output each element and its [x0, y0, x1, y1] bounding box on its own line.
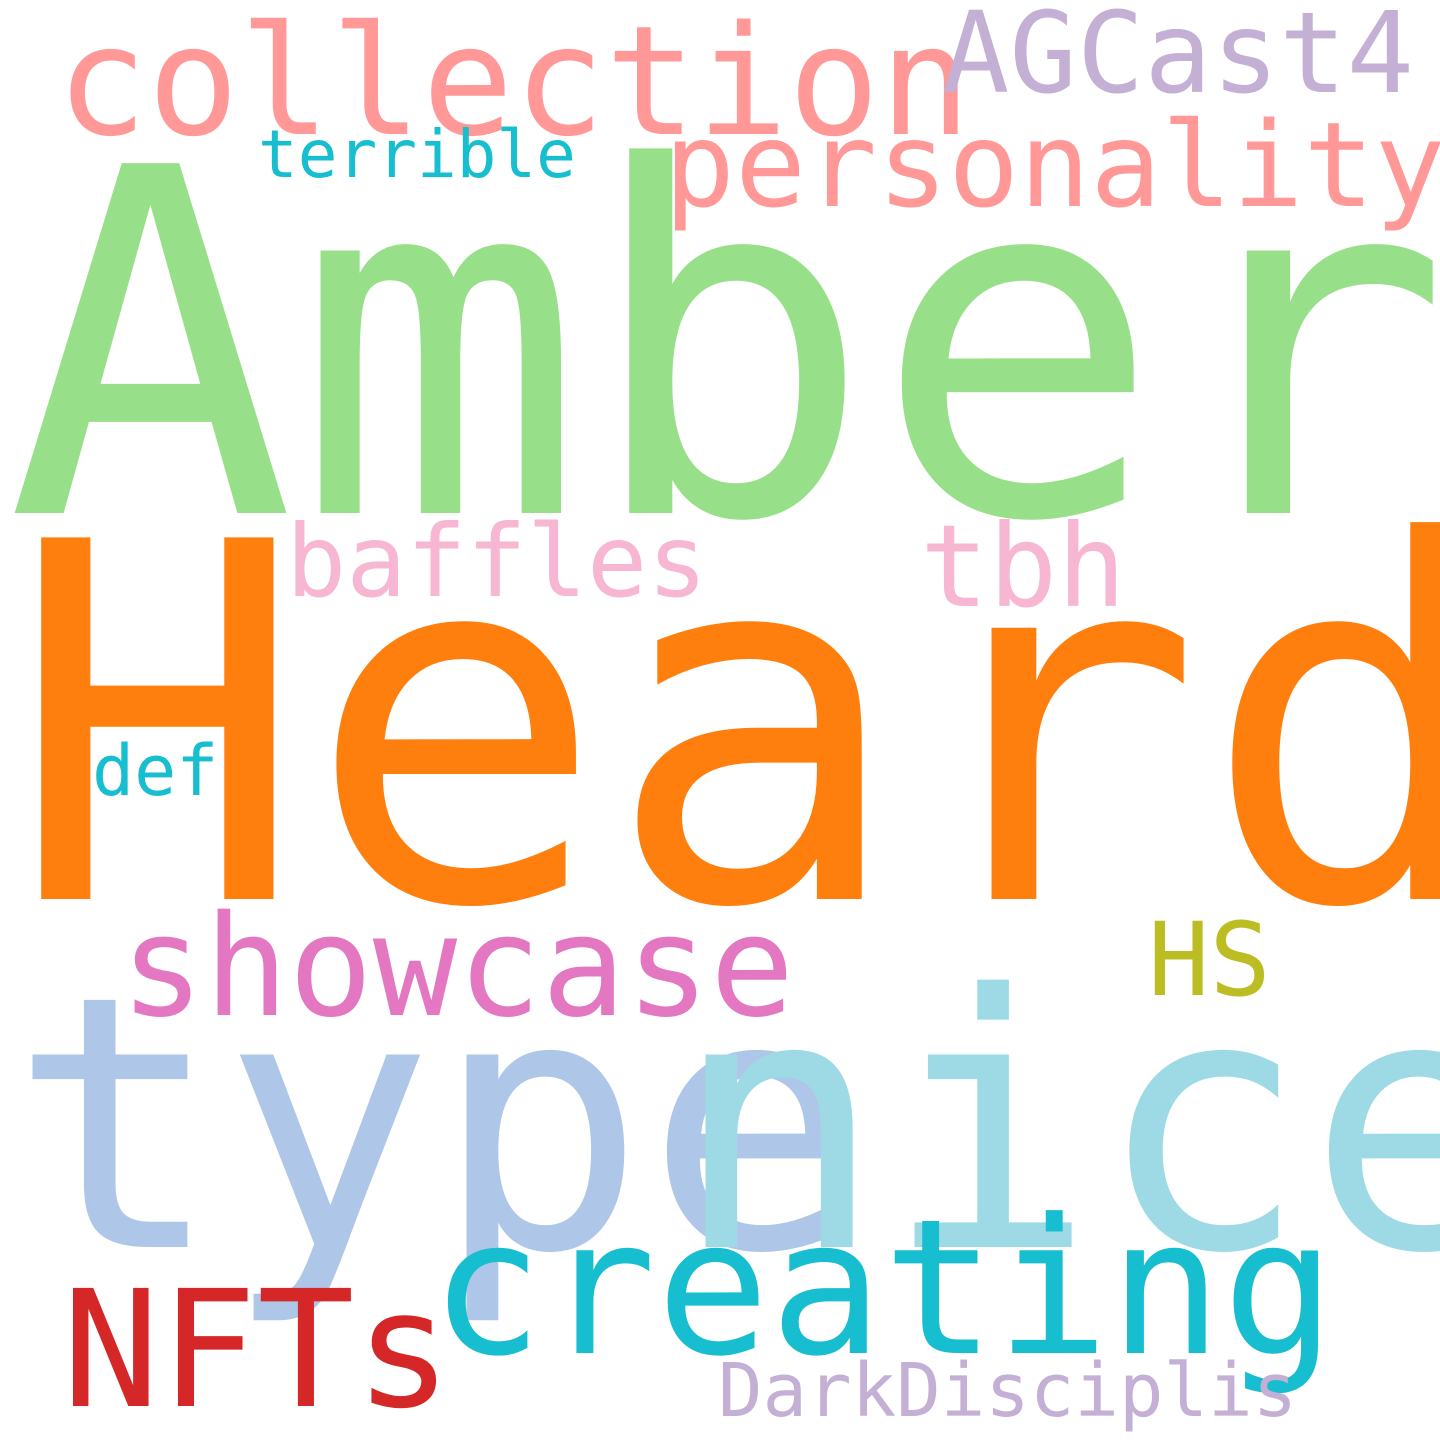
word-collection: collection — [56, 0, 972, 170]
word-type: type — [10, 921, 858, 1331]
word-nice: nice — [672, 921, 1440, 1331]
word-amber: Amber — [6, 68, 1440, 627]
word-tbh: tbh — [920, 500, 1126, 633]
word-agcast4: AGCast4 — [942, 0, 1415, 119]
word-showcase: showcase — [120, 886, 795, 1049]
word-hs: HS — [1148, 901, 1271, 1020]
word-baffles: baffles — [286, 503, 708, 620]
word-nfts: NFTs — [62, 1257, 453, 1440]
word-personality: personality — [664, 96, 1440, 234]
word-darkdisciplis: DarkDisciplis — [718, 1348, 1298, 1434]
word-terrible: terrible — [258, 116, 576, 193]
word-heard: Heard — [8, 439, 1440, 1016]
word-creating: creating — [430, 1179, 1336, 1398]
word-def: def — [92, 730, 219, 812]
